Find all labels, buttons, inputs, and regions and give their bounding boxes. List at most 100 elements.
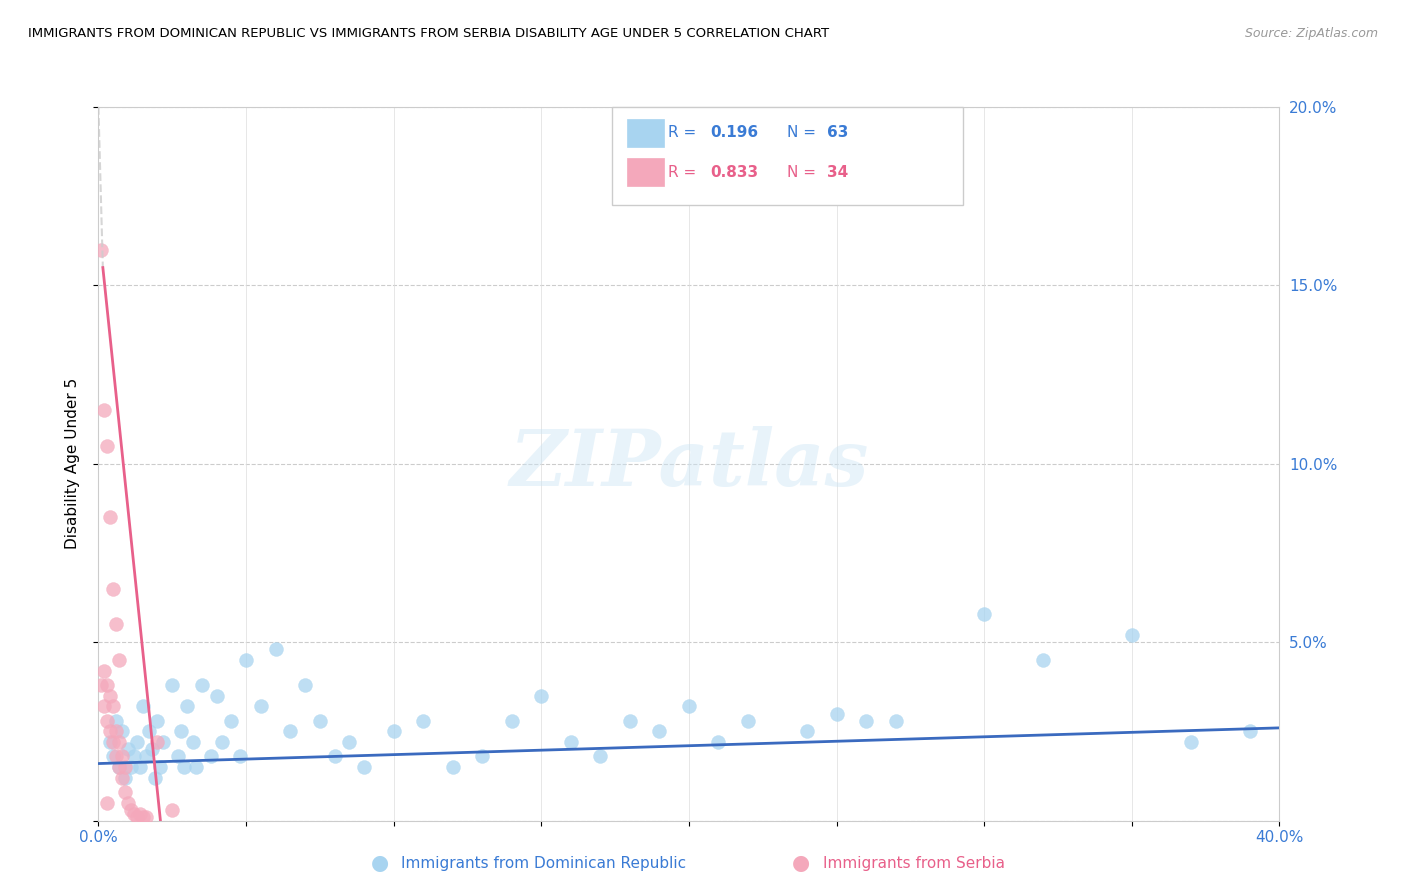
- Point: [103, 699, 125, 714]
- Point: [90, 243, 112, 257]
- Point: [648, 724, 671, 739]
- Point: [205, 689, 228, 703]
- Point: [93, 664, 115, 678]
- Text: R =: R =: [668, 126, 702, 140]
- Text: N =: N =: [787, 126, 821, 140]
- Text: N =: N =: [787, 165, 821, 179]
- Point: [117, 742, 139, 756]
- Point: [181, 735, 204, 749]
- Point: [120, 803, 142, 817]
- Point: [589, 749, 612, 764]
- Point: [229, 749, 252, 764]
- Point: [96, 439, 118, 453]
- Point: [98, 724, 121, 739]
- Text: ●: ●: [793, 854, 810, 873]
- Point: [382, 724, 405, 739]
- Point: [108, 760, 131, 774]
- Point: [114, 785, 136, 799]
- Point: [501, 714, 523, 728]
- Point: [1239, 724, 1261, 739]
- Point: [143, 771, 166, 785]
- Point: [98, 689, 121, 703]
- Point: [167, 749, 190, 764]
- Point: [111, 771, 134, 785]
- Point: [138, 724, 160, 739]
- Point: [103, 749, 125, 764]
- Point: [191, 678, 214, 692]
- Point: [96, 714, 118, 728]
- Point: [1180, 735, 1202, 749]
- Point: [412, 714, 434, 728]
- Point: [120, 760, 142, 774]
- Point: [1032, 653, 1054, 667]
- Point: [278, 724, 302, 739]
- Point: [309, 714, 332, 728]
- Point: [176, 699, 198, 714]
- Point: [339, 735, 360, 749]
- Point: [855, 714, 877, 728]
- Point: [219, 714, 242, 728]
- Point: [294, 678, 316, 692]
- Point: [884, 714, 907, 728]
- Point: [211, 735, 233, 749]
- Point: [114, 760, 136, 774]
- Text: 34: 34: [827, 165, 848, 179]
- Text: R =: R =: [668, 165, 702, 179]
- Point: [619, 714, 641, 728]
- Text: 0.833: 0.833: [710, 165, 758, 179]
- Point: [162, 803, 183, 817]
- Point: [96, 678, 118, 692]
- Point: [132, 810, 155, 824]
- Text: Immigrants from Dominican Republic: Immigrants from Dominican Republic: [401, 856, 686, 871]
- Text: ●: ●: [371, 854, 388, 873]
- Point: [108, 653, 131, 667]
- Point: [264, 642, 287, 657]
- Point: [1121, 628, 1143, 642]
- Point: [96, 796, 118, 810]
- Point: [353, 760, 375, 774]
- Point: [128, 760, 150, 774]
- Point: [678, 699, 700, 714]
- Point: [737, 714, 759, 728]
- Point: [530, 689, 553, 703]
- Point: [146, 714, 169, 728]
- Point: [825, 706, 848, 721]
- Point: [103, 582, 125, 596]
- Point: [125, 735, 148, 749]
- Point: [111, 749, 134, 764]
- Point: [111, 724, 134, 739]
- Text: ZIPatlas: ZIPatlas: [509, 425, 869, 502]
- Point: [152, 735, 174, 749]
- Point: [250, 699, 273, 714]
- Point: [323, 749, 346, 764]
- Point: [146, 735, 169, 749]
- Point: [471, 749, 494, 764]
- Point: [108, 760, 131, 774]
- Point: [93, 403, 115, 417]
- Point: [90, 678, 112, 692]
- Text: 0.196: 0.196: [710, 126, 758, 140]
- Point: [235, 653, 257, 667]
- Point: [117, 796, 139, 810]
- Point: [105, 749, 128, 764]
- Text: 63: 63: [827, 126, 848, 140]
- Point: [122, 806, 145, 821]
- Point: [173, 760, 195, 774]
- Point: [93, 699, 115, 714]
- Point: [149, 760, 172, 774]
- Point: [184, 760, 207, 774]
- Point: [132, 699, 155, 714]
- Text: IMMIGRANTS FROM DOMINICAN REPUBLIC VS IMMIGRANTS FROM SERBIA DISABILITY AGE UNDE: IMMIGRANTS FROM DOMINICAN REPUBLIC VS IM…: [28, 27, 830, 40]
- Point: [105, 617, 128, 632]
- Point: [122, 749, 145, 764]
- Point: [135, 749, 157, 764]
- Point: [105, 724, 128, 739]
- Point: [114, 771, 136, 785]
- Point: [105, 714, 128, 728]
- Point: [170, 724, 193, 739]
- Point: [135, 810, 157, 824]
- Text: Immigrants from Serbia: Immigrants from Serbia: [823, 856, 1004, 871]
- Point: [162, 678, 183, 692]
- Point: [98, 735, 121, 749]
- Point: [796, 724, 818, 739]
